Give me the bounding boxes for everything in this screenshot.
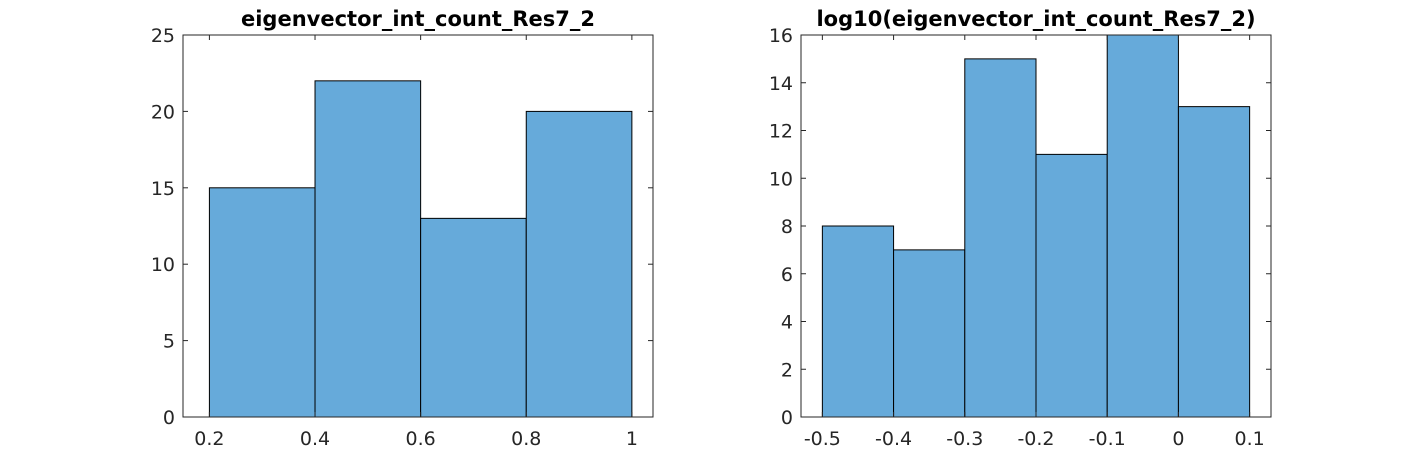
x-tick-label: -0.1 [1089,428,1126,450]
y-tick-label: 0 [163,407,175,429]
chart-title: log10(eigenvector_int_count_Res7_2) [816,7,1255,31]
y-tick-label: 15 [151,178,175,200]
x-tick-label: 0.8 [511,428,541,450]
histogram-bar [1106,34,1179,418]
histogram-bar [821,225,895,418]
x-tick-label: 0.6 [406,428,436,450]
y-tick-label: 10 [769,168,793,190]
histogram-panel-left: eigenvector_int_count_Res7_2 0.2 0.4 0.6 0.… [151,7,654,450]
y-tick-label: 0 [781,407,793,429]
axes-box [182,34,654,418]
y-tick-label: 2 [781,359,793,381]
y-tick-label: 16 [769,25,793,47]
y-tick-label: 6 [781,264,793,286]
histogram-bar [964,58,1037,418]
x-tick-label: -0.3 [946,428,983,450]
y-tick-label: 14 [769,73,793,95]
histogram-bar [314,80,422,418]
x-tick-label: 1 [626,428,638,450]
x-tick-label: 0 [1172,428,1184,450]
histogram-bar [420,217,527,418]
y-tick-label: 25 [151,25,175,47]
y-tick-label: 10 [151,254,175,276]
x-tick-label: -0.4 [875,428,912,450]
x-tick-label: -0.2 [1017,428,1054,450]
x-tick-label: 0.4 [300,428,330,450]
x-tick-label: 0.2 [194,428,224,450]
y-tick-label: 4 [781,312,793,334]
histogram-bar [893,249,966,418]
y-tick-label: 5 [163,331,175,353]
y-tick-label: 20 [151,101,175,123]
x-tick-label: -0.5 [804,428,841,450]
histogram-bar [1035,153,1108,418]
x-tick-label: 0.1 [1235,428,1265,450]
histogram-bar [1177,106,1251,418]
histogram-bar [525,110,633,418]
chart-title: eigenvector_int_count_Res7_2 [241,7,595,31]
histogram-panel-right: log10(eigenvector_int_count_Res7_2) -0.5… [769,7,1272,450]
y-tick-label: 12 [769,121,793,143]
histogram-bar [208,187,316,418]
y-tick-label: 8 [781,216,793,238]
